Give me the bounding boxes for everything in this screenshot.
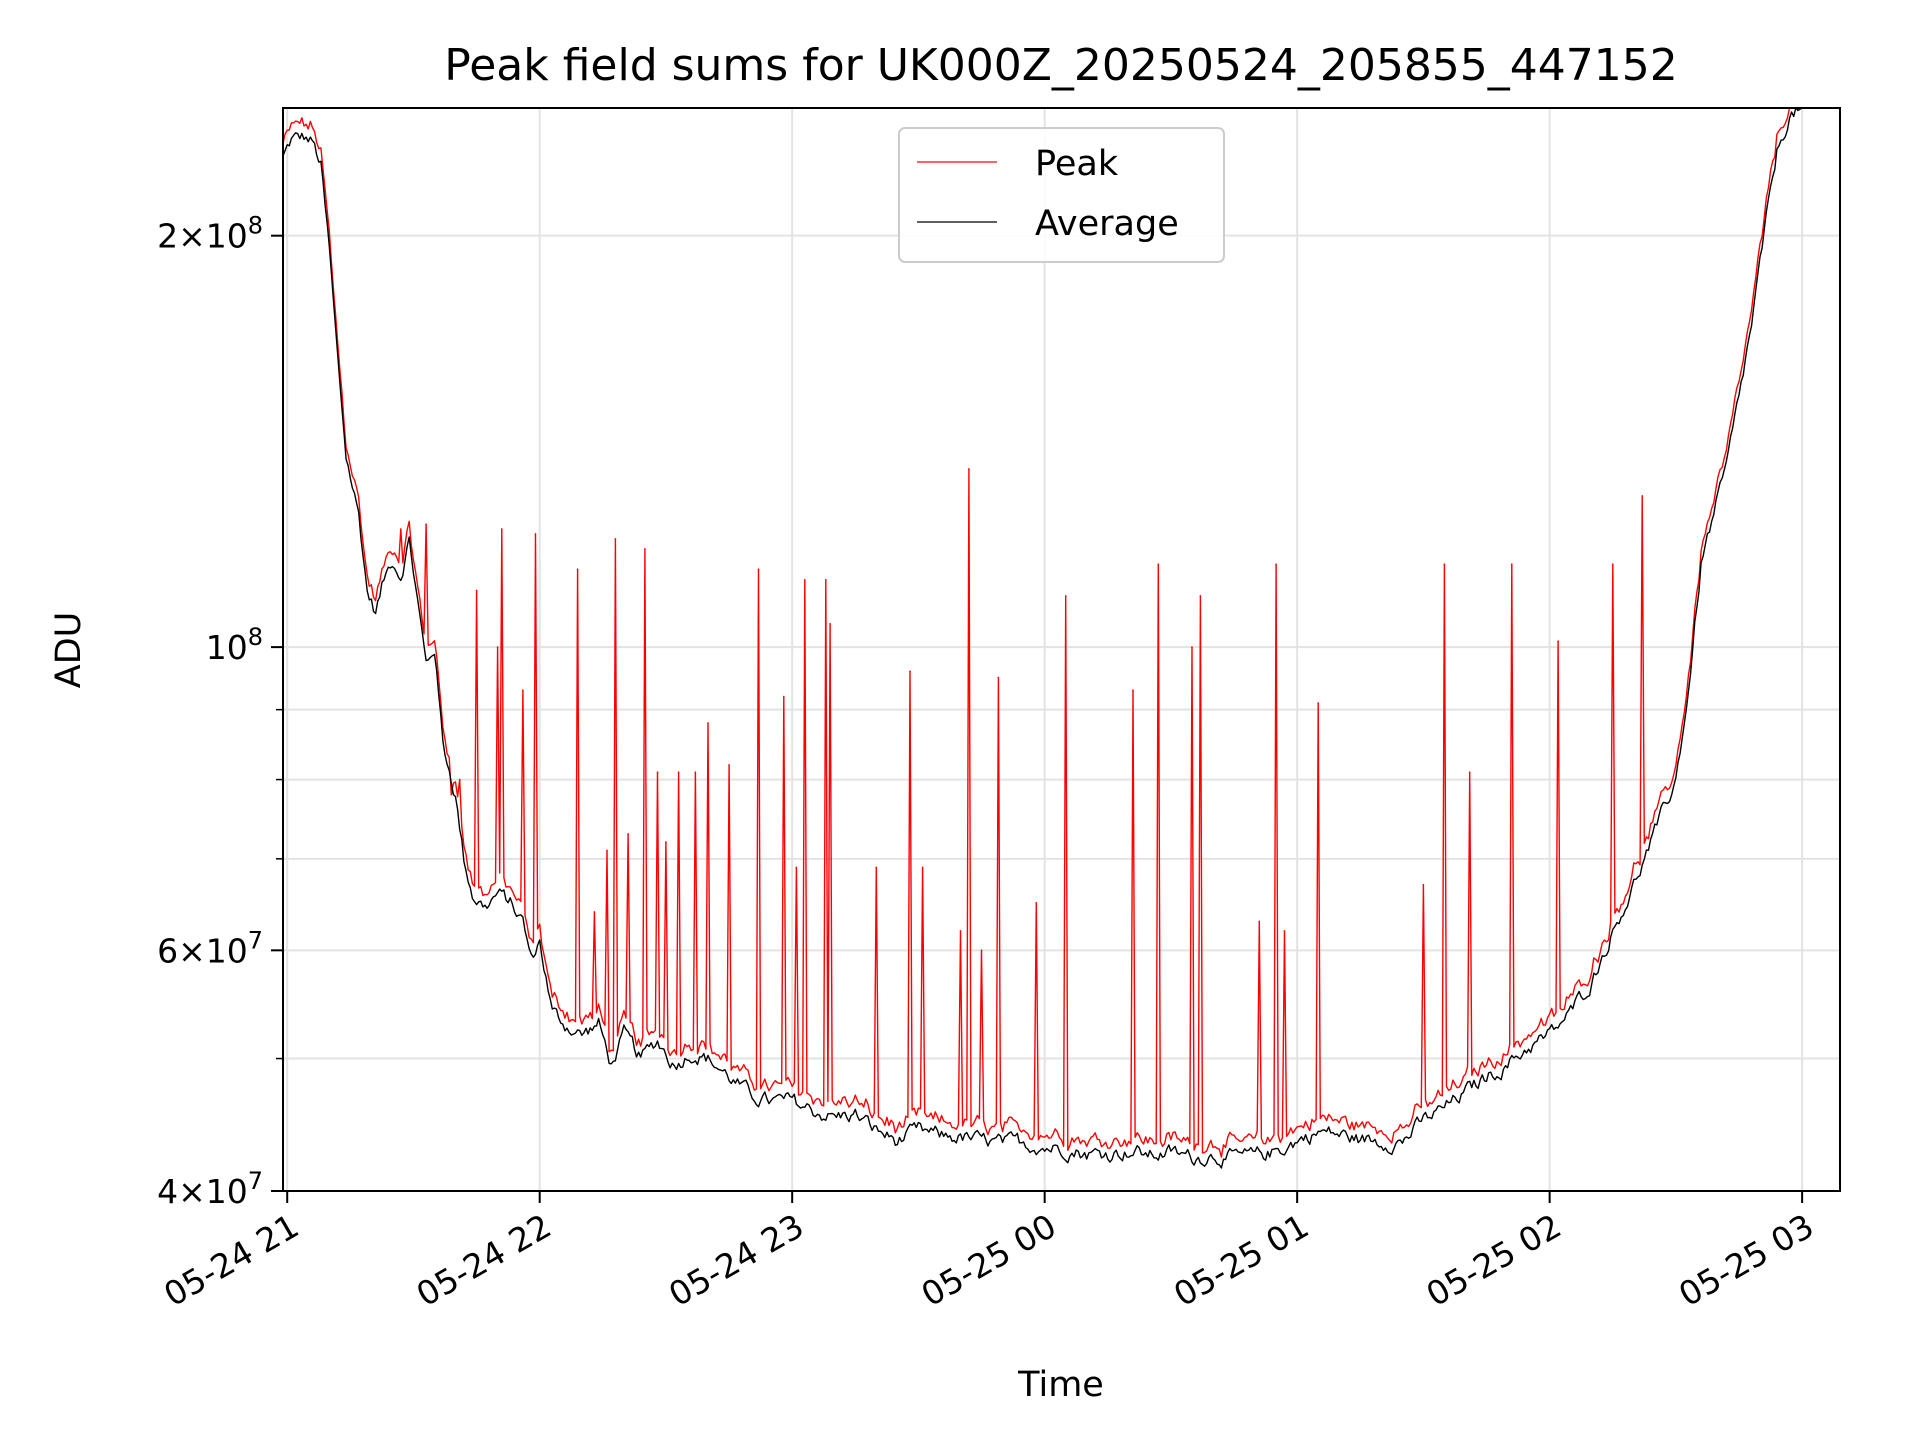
peak-spike-point [1422,884,1425,886]
peak-spike-point [1035,902,1038,904]
legend: Peak Average [898,127,1225,263]
chart-title: Peak field sums for UK000Z_20250524_2058… [444,40,1678,91]
peak-spike-point [1191,646,1193,648]
peak-spike-point [593,911,596,913]
y-tick-label: 4×107 [157,1167,263,1211]
peak-spike-point [825,579,827,581]
legend-peak-label: Peak [1035,144,1119,184]
peak-spike-point [829,623,831,625]
peak-spike-point [1157,563,1160,565]
peak-spike-point [1557,640,1559,643]
peak-spike-point [1443,563,1446,565]
x-axis-label: Time [1017,1365,1104,1405]
peak-spike-point [782,695,785,698]
peak-spike-point [1317,702,1319,704]
peak-spike-point [656,771,659,773]
plot-area-frame [282,107,1841,1192]
peak-spike-point [909,670,911,673]
peak-spike-point [997,676,1000,679]
peak-spike-point [522,689,524,691]
peak-spike-point [644,548,646,550]
peak-spike-point [614,538,617,540]
peak-spike-point [450,793,453,796]
peak-spike-point [501,528,503,530]
peak-spike-point [1641,495,1644,497]
peak-spike-point [1611,563,1614,565]
peak-spike-point [694,771,697,773]
peak-spike-point [576,702,579,704]
peak-spike-point [665,841,667,843]
peak-spike-point [968,468,970,470]
peak-spike-point [425,523,427,526]
peak-spike-point [875,866,878,869]
peak-series-line [282,107,1840,1158]
peak-spike-point [921,866,924,869]
y-axis-label: ADU [49,612,89,689]
peak-spike-point [707,722,709,724]
peak-spike-point [627,833,629,835]
series-layer [282,107,1840,1169]
peak-spike-point [534,533,537,535]
peak-spike-point [1283,930,1286,932]
peak-spike-point [1064,595,1067,597]
y-tick-label: 2×108 [157,212,263,256]
peak-spike-point [1132,689,1134,691]
average-series-line [282,107,1840,1169]
peak-spike-point [606,849,608,852]
peak-spike-point [576,568,579,571]
peak-spike-point [475,589,478,592]
peak-spike-point [795,866,798,869]
peak-spike-point [804,579,806,581]
legend-average-label: Average [1035,204,1179,244]
y-tick-label: 108 [206,623,263,667]
peak-spike-point [728,764,730,766]
peak-spike-point [458,778,461,781]
peak-spike-point [1258,920,1261,923]
peak-spike-point [1199,595,1202,597]
peak-spike-point [980,949,983,952]
peak-spike-point [959,930,962,932]
peak-spike-point [677,771,680,773]
peak-spike-point [1275,563,1277,565]
peak-spike-point [1510,563,1513,565]
peak-spike-point [496,646,499,648]
peak-spike-point [1468,771,1471,773]
peak-spike-point [757,568,760,571]
y-tick-label: 6×107 [157,926,263,970]
peak-spike-point [400,528,402,530]
